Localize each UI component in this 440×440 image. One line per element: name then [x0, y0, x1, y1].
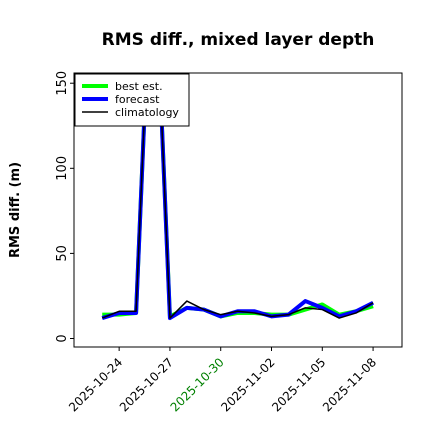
x-tick-label: 2025-11-05	[269, 355, 328, 414]
y-tick-label: 50	[55, 245, 70, 262]
legend-label: climatology	[115, 106, 179, 119]
series-line	[101, 73, 374, 319]
chart-title: RMS diff., mixed layer depth	[102, 30, 375, 50]
y-tick-label: 0	[55, 334, 70, 342]
legend-label: best est.	[115, 80, 163, 93]
x-tick-label: 2025-10-24	[66, 355, 125, 414]
y-axis-label: RMS diff. (m)	[8, 162, 23, 258]
y-tick-label: 150	[55, 71, 70, 96]
x-tick-label: 2025-11-08	[320, 355, 379, 414]
x-tick-label: 2025-10-27	[117, 355, 176, 414]
x-tick-label: 2025-10-30	[168, 355, 227, 414]
x-tick-label: 2025-11-02	[218, 355, 277, 414]
legend-label: forecast	[115, 93, 160, 106]
plot-frame	[73, 72, 403, 348]
y-tick-label: 100	[55, 156, 70, 181]
